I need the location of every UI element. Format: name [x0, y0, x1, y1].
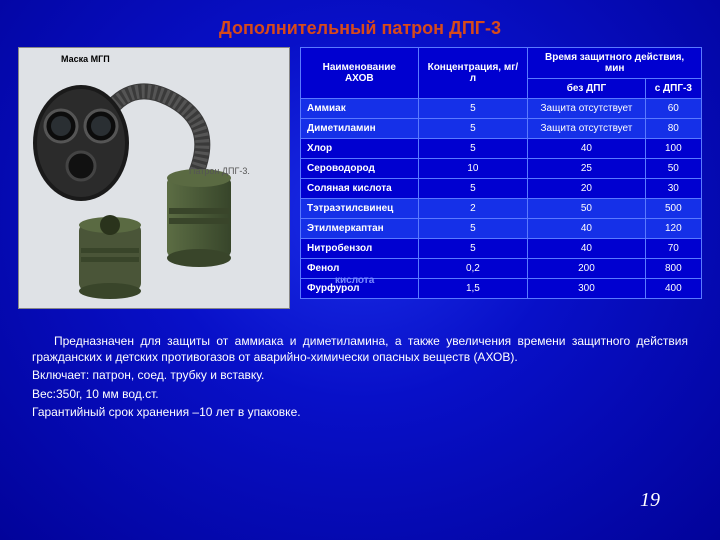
mask-label: Маска МГП — [61, 54, 110, 64]
table-row: Соляная кислота52030 — [301, 179, 702, 199]
gasmask-illustration — [19, 48, 289, 308]
protection-table: Наименование АХОВ Концентрация, мг/л Вре… — [300, 47, 702, 309]
col-time: Время защитного действия, мин — [528, 48, 702, 79]
desc-p4: Гарантийный срок хранения –10 лет в упак… — [32, 404, 688, 420]
desc-p2: Включает: патрон, соед. трубку и вставку… — [32, 367, 688, 383]
table: Наименование АХОВ Концентрация, мг/л Вре… — [300, 47, 702, 299]
description: Предназначен для защиты от аммиака и дим… — [0, 309, 720, 420]
content-row: Маска МГП Патрон ДПГ-3. — [0, 47, 720, 309]
table-row: Сероводород102550 — [301, 159, 702, 179]
table-row: Тэтраэтилсвинец250500 — [301, 199, 702, 219]
col-conc: Концентрация, мг/л — [418, 48, 528, 99]
desc-p3: Вес:350г, 10 мм вод.ст. — [32, 386, 688, 402]
table-row: Диметиламин5Защита отсутствует80 — [301, 119, 702, 139]
page-number: 19 — [640, 489, 660, 512]
col-with: с ДПГ-3 — [645, 79, 701, 99]
background-word: кислота — [335, 275, 374, 286]
cartridge-label: Патрон ДПГ-3. — [189, 166, 250, 176]
col-name: Наименование АХОВ — [301, 48, 419, 99]
col-without: без ДПГ — [528, 79, 645, 99]
table-body: Аммиак5Защита отсутствует60Диметиламин5З… — [301, 99, 702, 299]
table-row: Хлор540100 — [301, 139, 702, 159]
table-row: Нитробензол54070 — [301, 239, 702, 259]
desc-p1: Предназначен для защиты от аммиака и дим… — [32, 333, 688, 365]
table-row: Этилмеркаптан540120 — [301, 219, 702, 239]
gasmask-image: Маска МГП Патрон ДПГ-3. — [18, 47, 290, 309]
slide-title: Дополнительный патрон ДПГ-3 — [0, 0, 720, 47]
table-row: Аммиак5Защита отсутствует60 — [301, 99, 702, 119]
